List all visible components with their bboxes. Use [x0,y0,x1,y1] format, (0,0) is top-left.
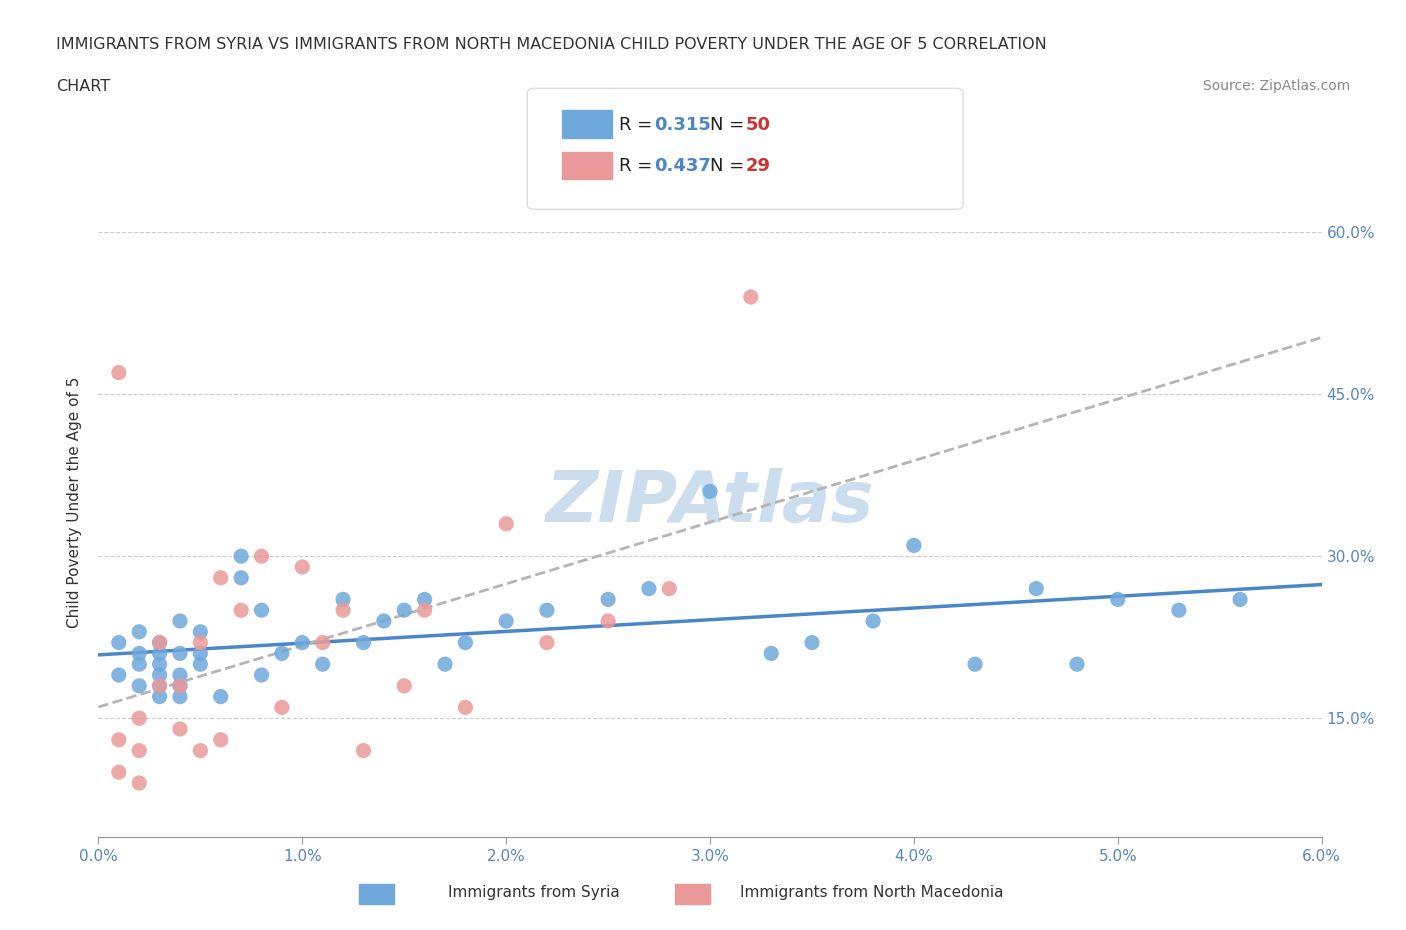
Point [188,657,212,671]
Point [128,743,150,758]
Point [699,484,721,498]
Text: 50: 50 [745,115,770,134]
Point [128,646,150,661]
Text: CHART: CHART [56,79,110,94]
Point [250,549,273,564]
Point [128,624,150,639]
Point [231,549,253,564]
Point [250,668,273,683]
Point [413,592,436,607]
Point [250,603,273,618]
Point [169,668,191,683]
Point [149,678,172,693]
Point [352,635,374,650]
Point [433,657,456,671]
Text: N =: N = [710,157,749,176]
Point [495,614,517,629]
Point [1229,592,1251,607]
Point [149,678,172,693]
Point [454,700,477,715]
Point [128,678,150,693]
Text: Source: ZipAtlas.com: Source: ZipAtlas.com [1202,79,1350,93]
Text: Immigrants from North Macedonia: Immigrants from North Macedonia [740,885,1004,900]
Point [536,603,558,618]
Point [352,743,374,758]
Point [188,624,212,639]
Text: Immigrants from Syria: Immigrants from Syria [449,885,620,900]
Point [598,614,620,629]
Point [454,635,477,650]
Point [373,614,395,629]
Point [291,560,314,575]
Point [903,538,925,552]
Point [209,732,232,747]
Text: 0.437: 0.437 [654,157,710,176]
Text: IMMIGRANTS FROM SYRIA VS IMMIGRANTS FROM NORTH MACEDONIA CHILD POVERTY UNDER THE: IMMIGRANTS FROM SYRIA VS IMMIGRANTS FROM… [56,37,1047,52]
Point [169,646,191,661]
Point [637,581,661,596]
Point [392,678,416,693]
Text: N =: N = [710,115,749,134]
Point [332,603,354,618]
Point [209,689,232,704]
Point [188,646,212,661]
Point [149,668,172,683]
Text: 29: 29 [745,157,770,176]
Point [291,635,314,650]
Point [169,678,191,693]
Point [332,592,354,607]
Point [536,635,558,650]
Point [598,592,620,607]
Point [108,732,131,747]
Point [413,603,436,618]
Point [1025,581,1047,596]
Point [270,700,292,715]
Point [231,570,253,585]
Point [231,603,253,618]
Point [128,657,150,671]
Point [311,657,335,671]
Point [128,776,150,790]
Text: ZIPAtlas: ZIPAtlas [546,468,875,537]
Point [149,657,172,671]
Point [169,678,191,693]
Point [761,646,783,661]
Point [169,614,191,629]
Point [209,570,232,585]
Point [108,668,131,683]
Point [801,635,824,650]
Y-axis label: Child Poverty Under the Age of 5: Child Poverty Under the Age of 5 [67,377,83,628]
Point [169,722,191,737]
Point [495,516,517,531]
Point [188,743,212,758]
Point [108,365,131,380]
Point [658,581,681,596]
Point [270,646,292,661]
Point [1167,603,1189,618]
Point [149,635,172,650]
Point [149,646,172,661]
Point [740,289,762,304]
Point [149,689,172,704]
Point [392,603,416,618]
Text: R =: R = [619,115,658,134]
Point [963,657,986,671]
Point [1107,592,1129,607]
Point [862,614,884,629]
Point [311,635,335,650]
Point [169,689,191,704]
Point [128,711,150,725]
Point [149,635,172,650]
Text: R =: R = [619,157,658,176]
Point [108,635,131,650]
Text: 0.315: 0.315 [654,115,710,134]
Point [1066,657,1088,671]
Point [188,635,212,650]
Point [108,764,131,779]
